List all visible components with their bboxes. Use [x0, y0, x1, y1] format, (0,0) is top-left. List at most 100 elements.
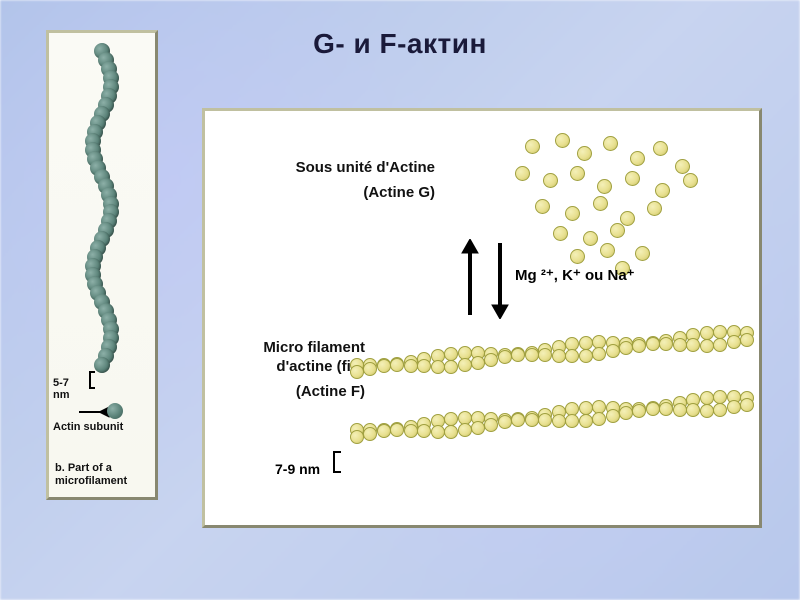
monomer-bead [610, 223, 625, 238]
monomer-label: Sous unité d'Actine (Actine G) [245, 159, 435, 203]
filament-bead [363, 427, 377, 441]
filament-bead [458, 423, 472, 437]
filament-bead [511, 348, 525, 362]
filament-bead [713, 325, 727, 339]
monomer-bead [630, 151, 645, 166]
thickness-bracket [333, 451, 341, 473]
monomer-bead [577, 146, 592, 161]
monomer-bead [583, 231, 598, 246]
filament-bead [484, 353, 498, 367]
filament-bead [632, 404, 646, 418]
filament-bead [363, 362, 377, 376]
filament-bead [686, 403, 700, 417]
up-arrow-icon [460, 239, 480, 319]
filament-bead [444, 360, 458, 374]
filament-bead [673, 338, 687, 352]
monomer-bead [625, 171, 640, 186]
filament-bead [538, 348, 552, 362]
monomer-bead [600, 243, 615, 258]
filament-bead [632, 339, 646, 353]
monomer-bead [555, 133, 570, 148]
filament-bead [377, 424, 391, 438]
filament-bead [350, 430, 364, 444]
filament-bead [565, 349, 579, 363]
panel-caption: b. Part of a microfilament [55, 462, 149, 490]
filament-bead [727, 335, 741, 349]
filament-bead [700, 339, 714, 353]
filament-bead [606, 344, 620, 358]
filament-bead [525, 348, 539, 362]
monomer-bead [653, 141, 668, 156]
monomer-bead [675, 159, 690, 174]
filament-width-label: 5-7 nm [53, 377, 70, 401]
monomer-bead [683, 173, 698, 188]
monomer-bead [647, 201, 662, 216]
filament-bead [444, 425, 458, 439]
filament-bead [592, 412, 606, 426]
monomer-bead [603, 136, 618, 151]
filament-bead [390, 358, 404, 372]
filament-bead [431, 425, 445, 439]
filament-bead [471, 421, 485, 435]
filament-bead [646, 402, 660, 416]
filament-bead [713, 338, 727, 352]
monomer-bead [553, 226, 568, 241]
monomer-bead [597, 179, 612, 194]
filament-bead [417, 424, 431, 438]
subunit-bead-icon [107, 403, 123, 419]
filament-bead [619, 341, 633, 355]
monomer-bead [570, 249, 585, 264]
monomer-bead [635, 246, 650, 261]
filament-bead [740, 333, 754, 347]
filament-bead [390, 423, 404, 437]
filament-bead [713, 403, 727, 417]
filament-bead [673, 403, 687, 417]
filament-bead [417, 359, 431, 373]
filament-bead [538, 413, 552, 427]
filament-bead [579, 349, 593, 363]
filament-bead [498, 415, 512, 429]
filament-bead [700, 326, 714, 340]
filament-bead [592, 347, 606, 361]
filament-thickness-label: 7-9 nm [275, 461, 320, 477]
monomer-bead [543, 173, 558, 188]
monomer-bead [515, 166, 530, 181]
filament-bead [350, 365, 364, 379]
left-panel: 5-7 nm Actin subunit b. Part of a microf… [46, 30, 158, 500]
filament-bead [444, 412, 458, 426]
filament-bead [686, 338, 700, 352]
monomer-bead [525, 139, 540, 154]
filament-bead [565, 414, 579, 428]
filament-bead [579, 414, 593, 428]
filament-bead [713, 390, 727, 404]
filament-bead [552, 414, 566, 428]
monomer-bead [593, 196, 608, 211]
monomer-bead [655, 183, 670, 198]
filament-bead [471, 356, 485, 370]
ions-label: Mg ²⁺, K⁺ ou Na⁺ [515, 266, 635, 284]
filament-bead [498, 350, 512, 364]
filament-bead [579, 401, 593, 415]
filament-bead [552, 349, 566, 363]
filament-label: Micro filament d'actine (fin) (Actine F) [205, 339, 365, 401]
right-panel: Sous unité d'Actine (Actine G) Mg ²⁺, K⁺… [202, 108, 762, 528]
filament-bead [659, 337, 673, 351]
filament-bead [431, 360, 445, 374]
filament-bead [94, 357, 110, 373]
filament-bead [377, 359, 391, 373]
monomer-bead [535, 199, 550, 214]
filament-bead [727, 400, 741, 414]
filament-bead [700, 404, 714, 418]
microfilament-illustration [49, 43, 155, 373]
filament-bead [444, 347, 458, 361]
subunit-label: Actin subunit [53, 421, 157, 433]
filament-bead [700, 391, 714, 405]
filament-bead [646, 337, 660, 351]
filament-bead [579, 336, 593, 350]
width-bracket [89, 371, 95, 389]
filament-bead [511, 413, 525, 427]
filament-bead [659, 402, 673, 416]
filament-bead [404, 424, 418, 438]
filament-bead [404, 359, 418, 373]
filament-bead [606, 409, 620, 423]
